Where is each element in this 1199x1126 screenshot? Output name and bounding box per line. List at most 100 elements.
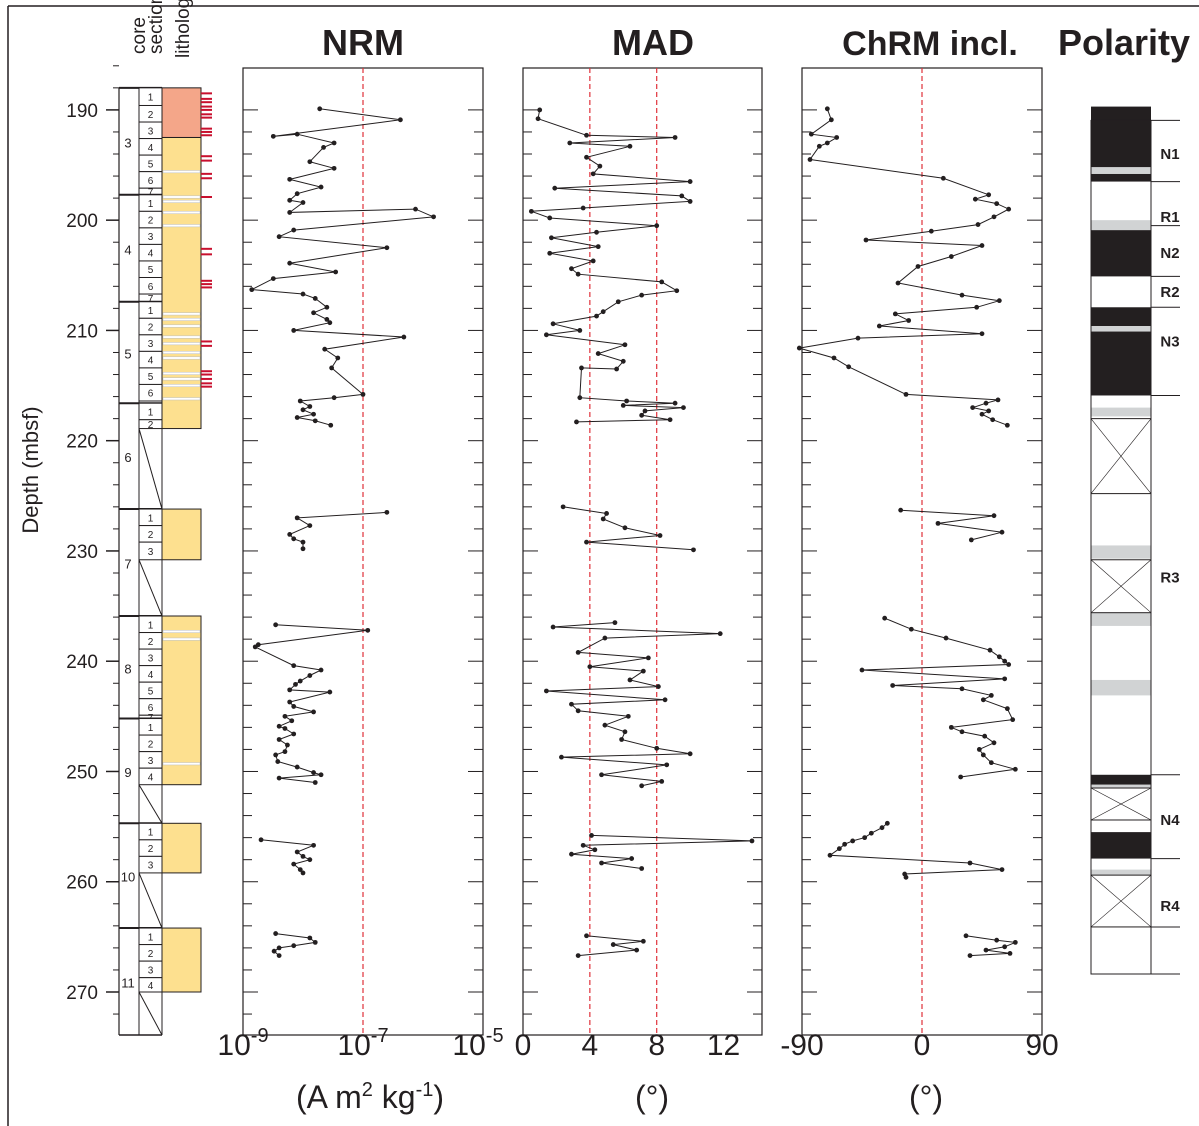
chrm-data-point (1006, 662, 1012, 667)
depth-tick-label: 220 (66, 432, 98, 453)
chrm-data-point (980, 752, 986, 758)
section-number-label: 2 (148, 216, 154, 227)
chrm-title: ChRM incl. (842, 25, 1018, 63)
nrm-data-point (324, 316, 330, 322)
nrm-data-point (300, 291, 306, 297)
section-number-label: 3 (148, 126, 154, 137)
chrm-data-point (959, 292, 965, 298)
nrm-data-point (297, 678, 303, 684)
polarity-zone-label: R4 (1160, 898, 1180, 915)
nrm-data-point (276, 234, 282, 240)
chrm-data-point (948, 254, 954, 259)
polarity-zone-label: N1 (1160, 146, 1179, 163)
chrm-data-point (796, 345, 802, 351)
lithology-thin-layer (162, 342, 201, 346)
mad-data-point (550, 321, 556, 327)
mad-data-point (659, 778, 665, 784)
mad-data-point (619, 737, 625, 742)
nrm-data-point (291, 704, 297, 709)
nrm-data-point (285, 742, 290, 748)
section-number-label: 2 (148, 844, 154, 855)
nrm-data-point (287, 210, 293, 215)
lithology-ash-unit (161, 87, 202, 138)
chrm-data-point (1002, 944, 1008, 950)
nrm-data-point (282, 713, 288, 719)
depth-axis-label: Depth (mbsf) (18, 406, 43, 533)
chrm-data-point (958, 774, 964, 780)
mad-data-point (717, 631, 723, 637)
section-number-label: 6 (148, 282, 154, 293)
no-data-zone (1091, 612, 1151, 626)
chrm-data-point (1002, 658, 1008, 664)
section-header: section (146, 0, 167, 54)
mad-data-point (687, 751, 693, 757)
nrm-data-point (276, 737, 282, 742)
no-data-zone (1091, 869, 1151, 876)
section-number-label: 1 (148, 932, 154, 943)
lithology-header: lithology (173, 0, 194, 58)
chrm-data-point (1010, 717, 1016, 723)
chrm-data-point (908, 626, 914, 632)
mad-data-point (594, 229, 599, 235)
mad-data-point (620, 403, 626, 408)
chrm-data-point (862, 835, 868, 841)
nrm-data-point (270, 133, 276, 139)
mad-data-point (569, 851, 574, 857)
nrm-data-point (275, 759, 281, 764)
lithology-thin-layer (162, 637, 201, 641)
nrm-data-point (311, 842, 316, 848)
mad-data-point (537, 107, 543, 113)
nrm-data-point (331, 165, 337, 171)
mad-data-point (654, 223, 660, 229)
nrm-data-point (307, 673, 313, 678)
mad-x-tick-label: 8 (648, 1029, 665, 1062)
mad-data-point (600, 309, 606, 315)
chrm-data-point (1012, 766, 1018, 772)
nrm-data-point (294, 191, 300, 197)
chrm-data-point (940, 175, 946, 181)
chrm-data-point (859, 667, 865, 673)
core-gap-diagonal (138, 784, 163, 824)
nrm-data-point (360, 391, 366, 397)
mad-data-point (552, 185, 558, 191)
lithology-thin-layer (162, 397, 201, 401)
no-data-zone (1091, 407, 1151, 417)
chrm-data-point (863, 237, 869, 243)
no-recovery-cross (1090, 559, 1152, 613)
section-number-label: 4 (148, 670, 154, 681)
section-number-label: 5 (148, 372, 154, 383)
mad-data-point (569, 701, 574, 707)
chrm-data-point (836, 846, 842, 852)
chrm-data-point (967, 953, 973, 959)
core-log-column: core section lithology Depth (mbsf) 190 2… (18, 0, 212, 1036)
polarity-zone-label: R2 (1160, 284, 1179, 301)
nrm-data-point (307, 523, 313, 528)
mad-data-point (620, 358, 626, 364)
nrm-data-point (294, 849, 300, 855)
chrm-data-point (827, 852, 833, 858)
mad-data-point (547, 250, 553, 256)
lithology-thin-layer (162, 384, 201, 388)
chrm-data-point (991, 513, 997, 519)
nrm-data-point (273, 622, 279, 628)
chrm-data-point (943, 635, 949, 641)
depth-tick-label: 200 (66, 211, 98, 232)
nrm-data-point (331, 395, 337, 401)
section-number-label: 3 (148, 653, 154, 664)
mad-data-point (577, 395, 583, 401)
section-number-label: 5 (148, 159, 154, 170)
chrm-data-point (994, 937, 1000, 943)
section-number-label: 1 (148, 306, 154, 317)
nrm-data-point (287, 260, 293, 266)
chrm-data-point (991, 214, 997, 220)
nrm-data-point (294, 764, 300, 770)
nrm-data-point (317, 106, 323, 112)
lithology-sand-unit (161, 927, 202, 993)
nrm-data-point (276, 775, 282, 781)
section-number-label: 1 (148, 620, 154, 631)
polarity-zone-label: N3 (1160, 333, 1179, 350)
lithology-thin-layer (162, 762, 201, 766)
chrm-data-point (948, 724, 954, 730)
depth-tick-label: 270 (66, 983, 98, 1004)
mad-data-point (645, 655, 651, 661)
